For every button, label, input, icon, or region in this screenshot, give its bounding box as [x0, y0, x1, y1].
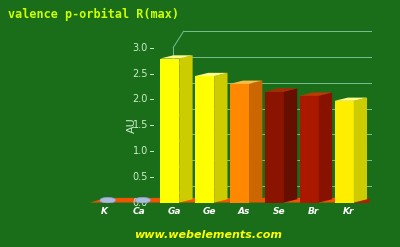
- Polygon shape: [195, 76, 214, 203]
- Polygon shape: [90, 203, 354, 212]
- Text: Ca: Ca: [133, 207, 146, 216]
- Polygon shape: [334, 98, 367, 101]
- Polygon shape: [230, 81, 262, 84]
- Text: K: K: [101, 207, 108, 216]
- Polygon shape: [284, 88, 297, 203]
- Polygon shape: [230, 84, 249, 203]
- Text: Br: Br: [308, 207, 320, 216]
- Text: 0.5: 0.5: [132, 172, 148, 182]
- Text: 0.0: 0.0: [133, 198, 148, 207]
- Polygon shape: [160, 55, 193, 59]
- Polygon shape: [265, 88, 297, 92]
- Polygon shape: [334, 101, 354, 203]
- Text: Ga: Ga: [168, 207, 181, 216]
- Polygon shape: [179, 55, 193, 203]
- Text: valence p-orbital R(max): valence p-orbital R(max): [8, 7, 179, 21]
- Polygon shape: [90, 198, 369, 203]
- Text: 2.0: 2.0: [132, 94, 148, 104]
- Polygon shape: [300, 92, 332, 96]
- Text: www.webelements.com: www.webelements.com: [134, 230, 282, 240]
- Polygon shape: [265, 92, 284, 203]
- Text: 2.5: 2.5: [132, 68, 148, 79]
- Text: As: As: [238, 207, 250, 216]
- Text: Se: Se: [273, 207, 285, 216]
- Polygon shape: [160, 59, 179, 203]
- Text: 1.0: 1.0: [133, 146, 148, 156]
- Text: Kr: Kr: [343, 207, 354, 216]
- Polygon shape: [249, 81, 262, 203]
- Polygon shape: [214, 73, 228, 203]
- Ellipse shape: [100, 197, 116, 203]
- Polygon shape: [195, 73, 228, 76]
- Text: 3.0: 3.0: [133, 43, 148, 53]
- Ellipse shape: [135, 197, 150, 203]
- Text: Ge: Ge: [202, 207, 216, 216]
- Text: AU: AU: [127, 117, 137, 133]
- Polygon shape: [300, 96, 319, 203]
- Polygon shape: [319, 92, 332, 203]
- Polygon shape: [354, 98, 367, 203]
- Polygon shape: [354, 198, 369, 212]
- Text: 1.5: 1.5: [132, 120, 148, 130]
